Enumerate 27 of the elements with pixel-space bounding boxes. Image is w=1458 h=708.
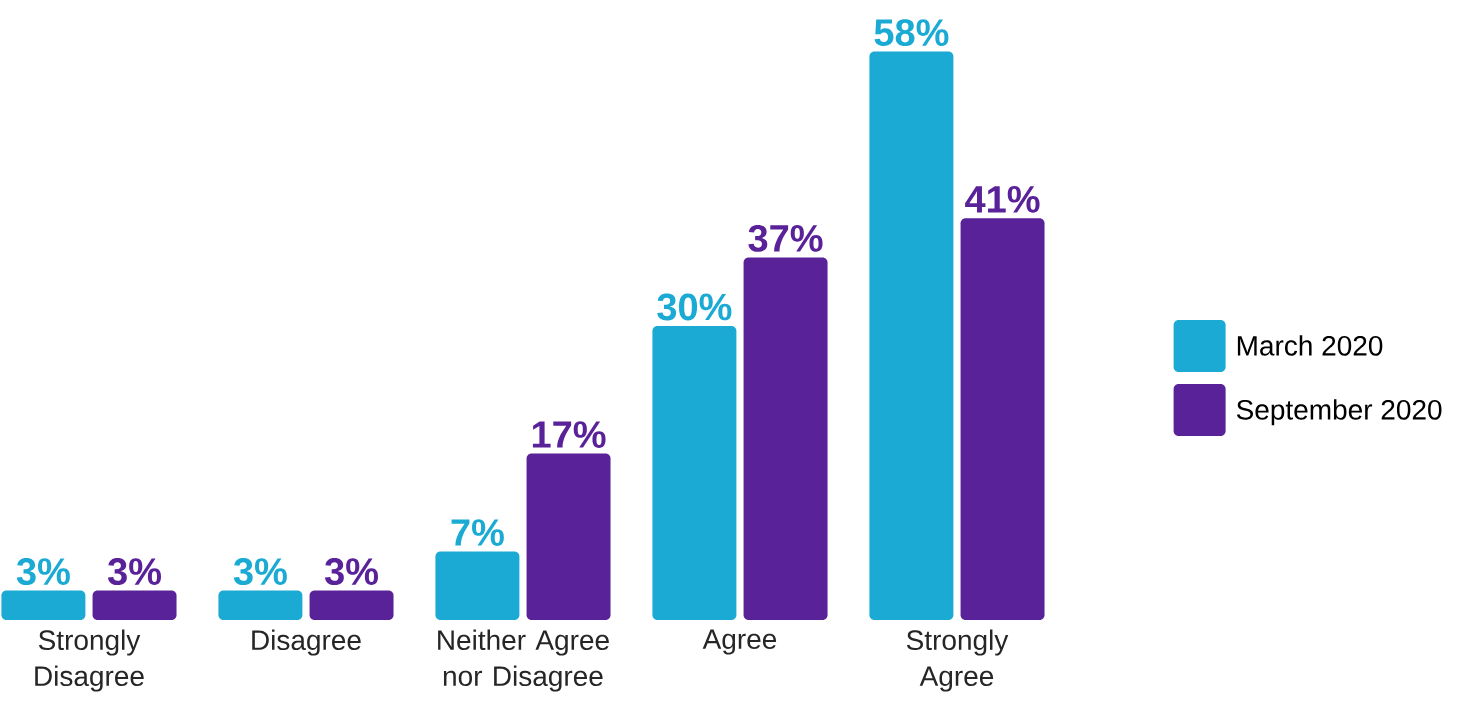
bar: [435, 551, 520, 620]
x-tick-label: Neither Agree nor Disagree: [438, 629, 609, 692]
data-label: 3%: [324, 558, 378, 586]
data-label: 3%: [233, 558, 287, 586]
data-label: 37%: [748, 224, 823, 252]
data-label: 17%: [532, 421, 606, 448]
bar: [218, 590, 303, 620]
bar: [309, 590, 394, 620]
bar: [92, 590, 177, 620]
bar: [1, 590, 86, 620]
data-label: 3%: [16, 558, 70, 586]
data-label: 41%: [965, 185, 1040, 213]
bar: [526, 453, 611, 620]
x-tick-label: Strongly Disagree: [35, 629, 144, 692]
data-label: 30%: [657, 293, 732, 321]
data-label: 3%: [107, 558, 161, 586]
data-label: 7%: [451, 519, 504, 546]
bar: [652, 326, 737, 620]
x-tick-label: Disagree: [252, 629, 361, 656]
x-tick-label: Agree: [702, 629, 777, 655]
data-label: 58%: [874, 19, 949, 47]
legend-label: September 2020: [1236, 399, 1442, 426]
legend-label: March 2020: [1237, 335, 1383, 356]
bar: [743, 257, 828, 620]
bar: [869, 51, 954, 620]
x-tick-label: Strongly Agree: [906, 629, 1009, 692]
bar: [960, 218, 1045, 620]
